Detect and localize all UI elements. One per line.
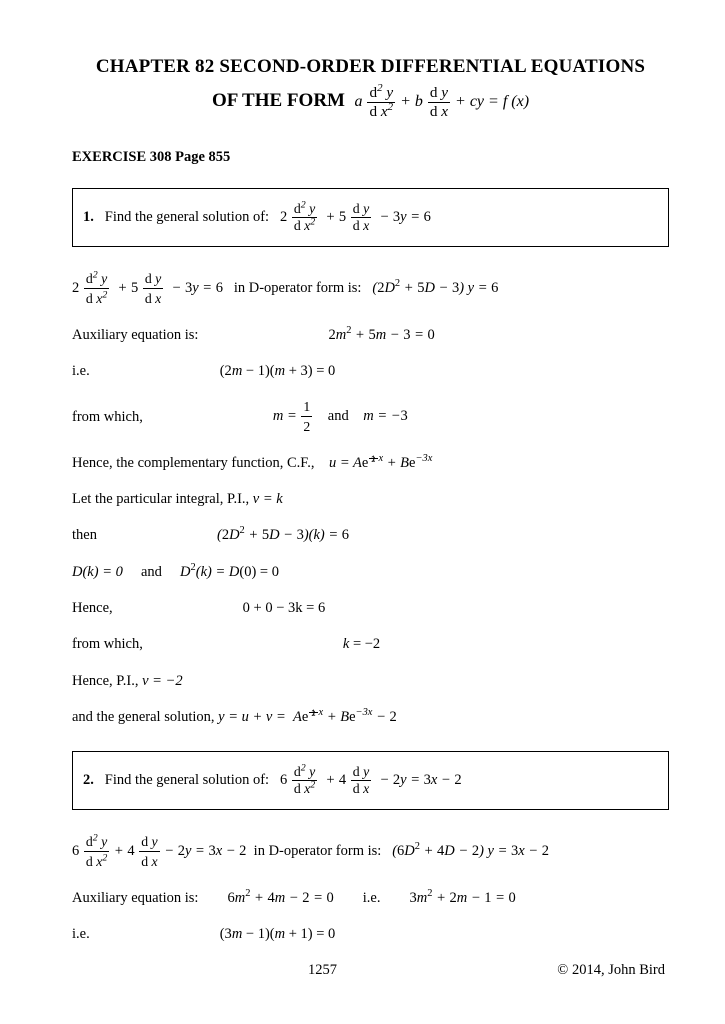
hence-eq: 0 + 0 − 3k = 6	[243, 598, 326, 618]
q2-equation: 6 d2 yd x2 + 4 d yd x − 2y = 3x − 2	[280, 772, 462, 788]
q1-pi-let: Let the particular integral, P.I., v = k	[72, 489, 669, 509]
q1-equation: 2 d2 yd x2 + 5 d yd x − 3y = 6	[280, 209, 431, 225]
pi-let-label: Let the particular integral, P.I.,	[72, 491, 253, 507]
exercise-heading: EXERCISE 308 Page 855	[72, 149, 669, 166]
aux-label-2: Auxiliary equation is:	[72, 890, 198, 906]
then-label: then	[72, 525, 97, 545]
q1-number: 1.	[83, 209, 94, 225]
chapter-title: CHAPTER 82 SECOND-ORDER DIFFERENTIAL EQU…	[72, 56, 669, 78]
q1-doperator-line: 2 d2 yd x2 + 5 d yd x − 3y = 6 in D-oper…	[72, 269, 669, 309]
of-the-form-label: OF THE FORM	[212, 90, 345, 111]
form-equation: a d2 yd x2 + b d yd x + cy = f (x)	[354, 93, 529, 110]
page: CHAPTER 82 SECOND-ORDER DIFFERENTIAL EQU…	[0, 0, 725, 1009]
form-subtitle: OF THE FORM a d2 yd x2 + b d yd x + cy =…	[72, 84, 669, 121]
q1-aux-eq: Auxiliary equation is: 2m2 + 5m − 3 = 0	[72, 325, 669, 345]
question-1-box: 1. Find the general solution of: 2 d2 yd…	[72, 188, 669, 247]
and-label-2: and	[141, 564, 162, 580]
cf-label: Hence, the complementary function, C.F.,	[72, 455, 314, 471]
page-number: 1257	[308, 962, 337, 979]
page-footer: 1257 © 2014, John Bird	[72, 962, 669, 979]
gensol-label: and the general solution,	[72, 709, 218, 725]
fromwhich2-label: from which,	[72, 634, 143, 654]
q1-pi-result: Hence, P.I., v = −2	[72, 671, 669, 691]
dk-eq1: D(k) = 0	[72, 564, 123, 580]
q2-factored-eq: (3m − 1)(m + 1) = 0	[220, 924, 336, 944]
fromwhich-label: from which,	[72, 407, 143, 427]
q2-aux-eq: Auxiliary equation is: 6m2 + 4m − 2 = 0 …	[72, 888, 669, 908]
q1-cf: Hence, the complementary function, C.F.,…	[72, 453, 669, 473]
doperator-label: in D-operator form is:	[234, 280, 362, 296]
q1-factored: i.e. (2m − 1)(m + 3) = 0	[72, 361, 669, 381]
hence-label: Hence,	[72, 598, 113, 618]
q2-doperator-line: 6 d2 yd x2 + 4 d yd x − 2y = 3x − 2 in D…	[72, 832, 669, 872]
k-eq: k = −2	[343, 634, 380, 654]
pi-result-eq: v = −2	[142, 673, 183, 689]
aux-label: Auxiliary equation is:	[72, 325, 198, 345]
q1-hence1: Hence, 0 + 0 − 3k = 6	[72, 598, 669, 618]
q1-prompt: Find the general solution of:	[105, 209, 269, 225]
q1-fromwhich2: from which, k = −2	[72, 634, 669, 654]
question-2-box: 2. Find the general solution of: 6 d2 yd…	[72, 751, 669, 810]
ie-label: i.e.	[72, 361, 90, 381]
pi-result-label: Hence, P.I.,	[72, 673, 142, 689]
q1-then: then (2D2 + 5D − 3)(k) = 6	[72, 525, 669, 545]
q1-general-solution: and the general solution, y = u + v = Ae…	[72, 707, 669, 727]
doperator-label-2: in D-operator form is:	[254, 843, 382, 859]
ie-label-2: i.e.	[363, 890, 381, 906]
ie-label-3: i.e.	[72, 924, 90, 944]
pi-let-eq: v = k	[253, 491, 283, 507]
q2-factored: i.e. (3m − 1)(m + 1) = 0	[72, 924, 669, 944]
copyright: © 2014, John Bird	[557, 962, 665, 979]
q2-prompt: Find the general solution of:	[105, 772, 269, 788]
q1-roots: from which, m = 12 and m = −3	[72, 397, 669, 437]
q1-dk: D(k) = 0 and D2(k) = D(0) = 0	[72, 562, 669, 582]
q2-number: 2.	[83, 772, 94, 788]
and-label: and	[328, 408, 349, 424]
